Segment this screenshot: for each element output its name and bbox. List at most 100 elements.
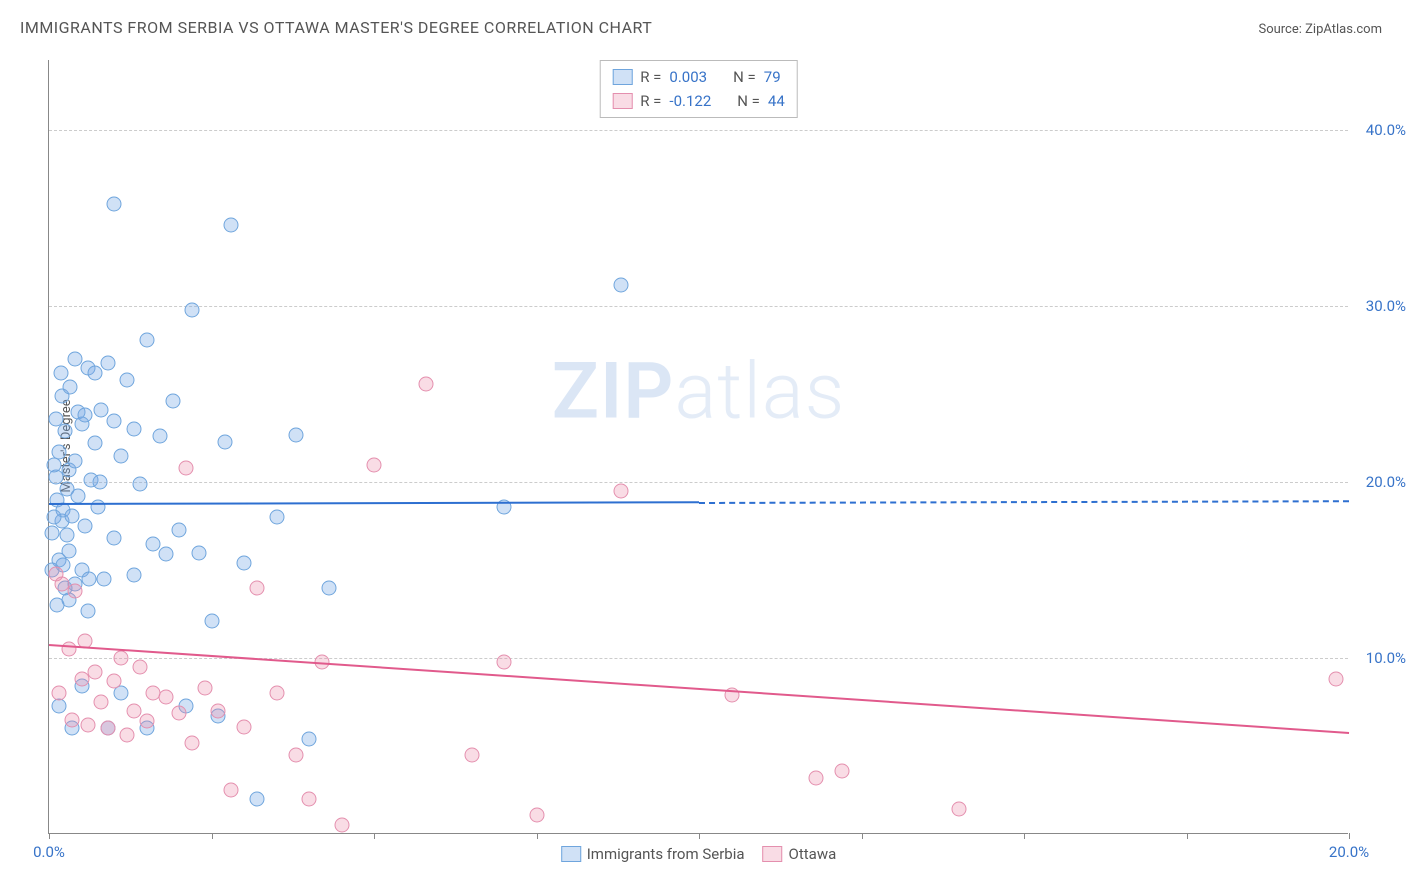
correlation-stats-box: R = 0.003 N = 79 R = -0.122 N = 44 (599, 60, 798, 118)
chart-plot-area: ZIPatlas R = 0.003 N = 79 R = -0.122 N =… (48, 60, 1348, 834)
scatter-point-ottawa (835, 763, 850, 778)
scatter-point-serbia (126, 568, 141, 583)
scatter-point-ottawa (126, 703, 141, 718)
scatter-point-ottawa (68, 584, 83, 599)
scatter-point-ottawa (87, 665, 102, 680)
legend-swatch-2 (763, 846, 783, 862)
watermark-light: atlas (674, 347, 845, 438)
scatter-point-serbia (113, 448, 128, 463)
stats-swatch-2 (612, 93, 632, 109)
legend-item-2: Ottawa (763, 845, 837, 863)
y-tick-label: 30.0% (1366, 297, 1406, 315)
scatter-point-serbia (68, 454, 83, 469)
x-tick-mark (49, 833, 50, 839)
scatter-point-serbia (172, 522, 187, 537)
scatter-point-serbia (250, 791, 265, 806)
scatter-point-serbia (87, 436, 102, 451)
scatter-point-serbia (47, 457, 62, 472)
x-tick-label: 0.0% (33, 843, 65, 861)
scatter-point-serbia (269, 510, 284, 525)
scatter-point-serbia (107, 531, 122, 546)
scatter-point-ottawa (113, 651, 128, 666)
scatter-point-ottawa (64, 712, 79, 727)
scatter-point-serbia (133, 476, 148, 491)
scatter-point-serbia (289, 427, 304, 442)
stats-n-value-1: 79 (764, 65, 781, 89)
scatter-point-ottawa (419, 376, 434, 391)
scatter-point-serbia (165, 394, 180, 409)
trend-line-serbia-extrapolated (699, 500, 1349, 504)
scatter-point-ottawa (139, 714, 154, 729)
x-tick-mark (1024, 833, 1025, 839)
y-tick-label: 40.0% (1366, 121, 1406, 139)
scatter-point-ottawa (224, 783, 239, 798)
scatter-point-serbia (159, 547, 174, 562)
legend-label-2: Ottawa (789, 845, 837, 863)
scatter-point-ottawa (100, 721, 115, 736)
scatter-point-ottawa (107, 673, 122, 688)
scatter-point-ottawa (464, 747, 479, 762)
scatter-point-serbia (53, 366, 68, 381)
scatter-point-serbia (146, 536, 161, 551)
trend-line-serbia (49, 502, 699, 506)
scatter-point-serbia (77, 519, 92, 534)
source-attribution: Source: ZipAtlas.com (1258, 22, 1382, 37)
scatter-point-serbia (47, 510, 62, 525)
scatter-point-serbia (139, 332, 154, 347)
scatter-point-ottawa (269, 686, 284, 701)
scatter-point-ottawa (51, 686, 66, 701)
scatter-point-serbia (152, 429, 167, 444)
scatter-point-serbia (237, 556, 252, 571)
scatter-point-serbia (126, 422, 141, 437)
scatter-point-serbia (87, 366, 102, 381)
scatter-point-serbia (45, 526, 60, 541)
scatter-point-serbia (185, 302, 200, 317)
x-tick-mark (862, 833, 863, 839)
y-tick-label: 20.0% (1366, 473, 1406, 491)
scatter-point-serbia (321, 580, 336, 595)
scatter-point-serbia (49, 598, 64, 613)
scatter-point-serbia (107, 197, 122, 212)
scatter-point-serbia (97, 571, 112, 586)
scatter-point-ottawa (237, 719, 252, 734)
stats-r-value-1: 0.003 (669, 65, 707, 89)
scatter-point-serbia (62, 380, 77, 395)
x-tick-mark (1187, 833, 1188, 839)
scatter-point-ottawa (211, 703, 226, 718)
scatter-point-serbia (94, 403, 109, 418)
scatter-point-serbia (191, 545, 206, 560)
scatter-point-serbia (92, 475, 107, 490)
scatter-point-serbia (120, 373, 135, 388)
stats-r-label-2: R = (640, 89, 661, 113)
stats-r-value-2: -0.122 (669, 89, 711, 113)
scatter-point-serbia (58, 424, 73, 439)
scatter-point-ottawa (250, 580, 265, 595)
scatter-point-ottawa (952, 802, 967, 817)
x-tick-mark (699, 833, 700, 839)
legend-swatch-1 (561, 846, 581, 862)
y-tick-label: 10.0% (1366, 649, 1406, 667)
scatter-point-ottawa (133, 659, 148, 674)
x-tick-mark (537, 833, 538, 839)
scatter-point-serbia (302, 732, 317, 747)
stats-n-label-2: N = (737, 89, 760, 113)
stats-row-series-2: R = -0.122 N = 44 (612, 89, 785, 113)
scatter-point-ottawa (178, 461, 193, 476)
stats-n-value-2: 44 (768, 89, 785, 113)
legend-item-1: Immigrants from Serbia (561, 845, 745, 863)
scatter-point-ottawa (614, 483, 629, 498)
scatter-point-ottawa (529, 807, 544, 822)
scatter-point-ottawa (94, 695, 109, 710)
legend: Immigrants from Serbia Ottawa (561, 845, 837, 863)
scatter-point-ottawa (185, 735, 200, 750)
stats-n-label-1: N = (733, 65, 756, 89)
scatter-point-ottawa (302, 791, 317, 806)
scatter-point-ottawa (1329, 672, 1344, 687)
scatter-point-serbia (77, 408, 92, 423)
x-tick-mark (212, 833, 213, 839)
stats-row-series-1: R = 0.003 N = 79 (612, 65, 785, 89)
scatter-point-serbia (614, 278, 629, 293)
scatter-point-ottawa (198, 680, 213, 695)
scatter-point-ottawa (172, 705, 187, 720)
scatter-point-serbia (60, 527, 75, 542)
